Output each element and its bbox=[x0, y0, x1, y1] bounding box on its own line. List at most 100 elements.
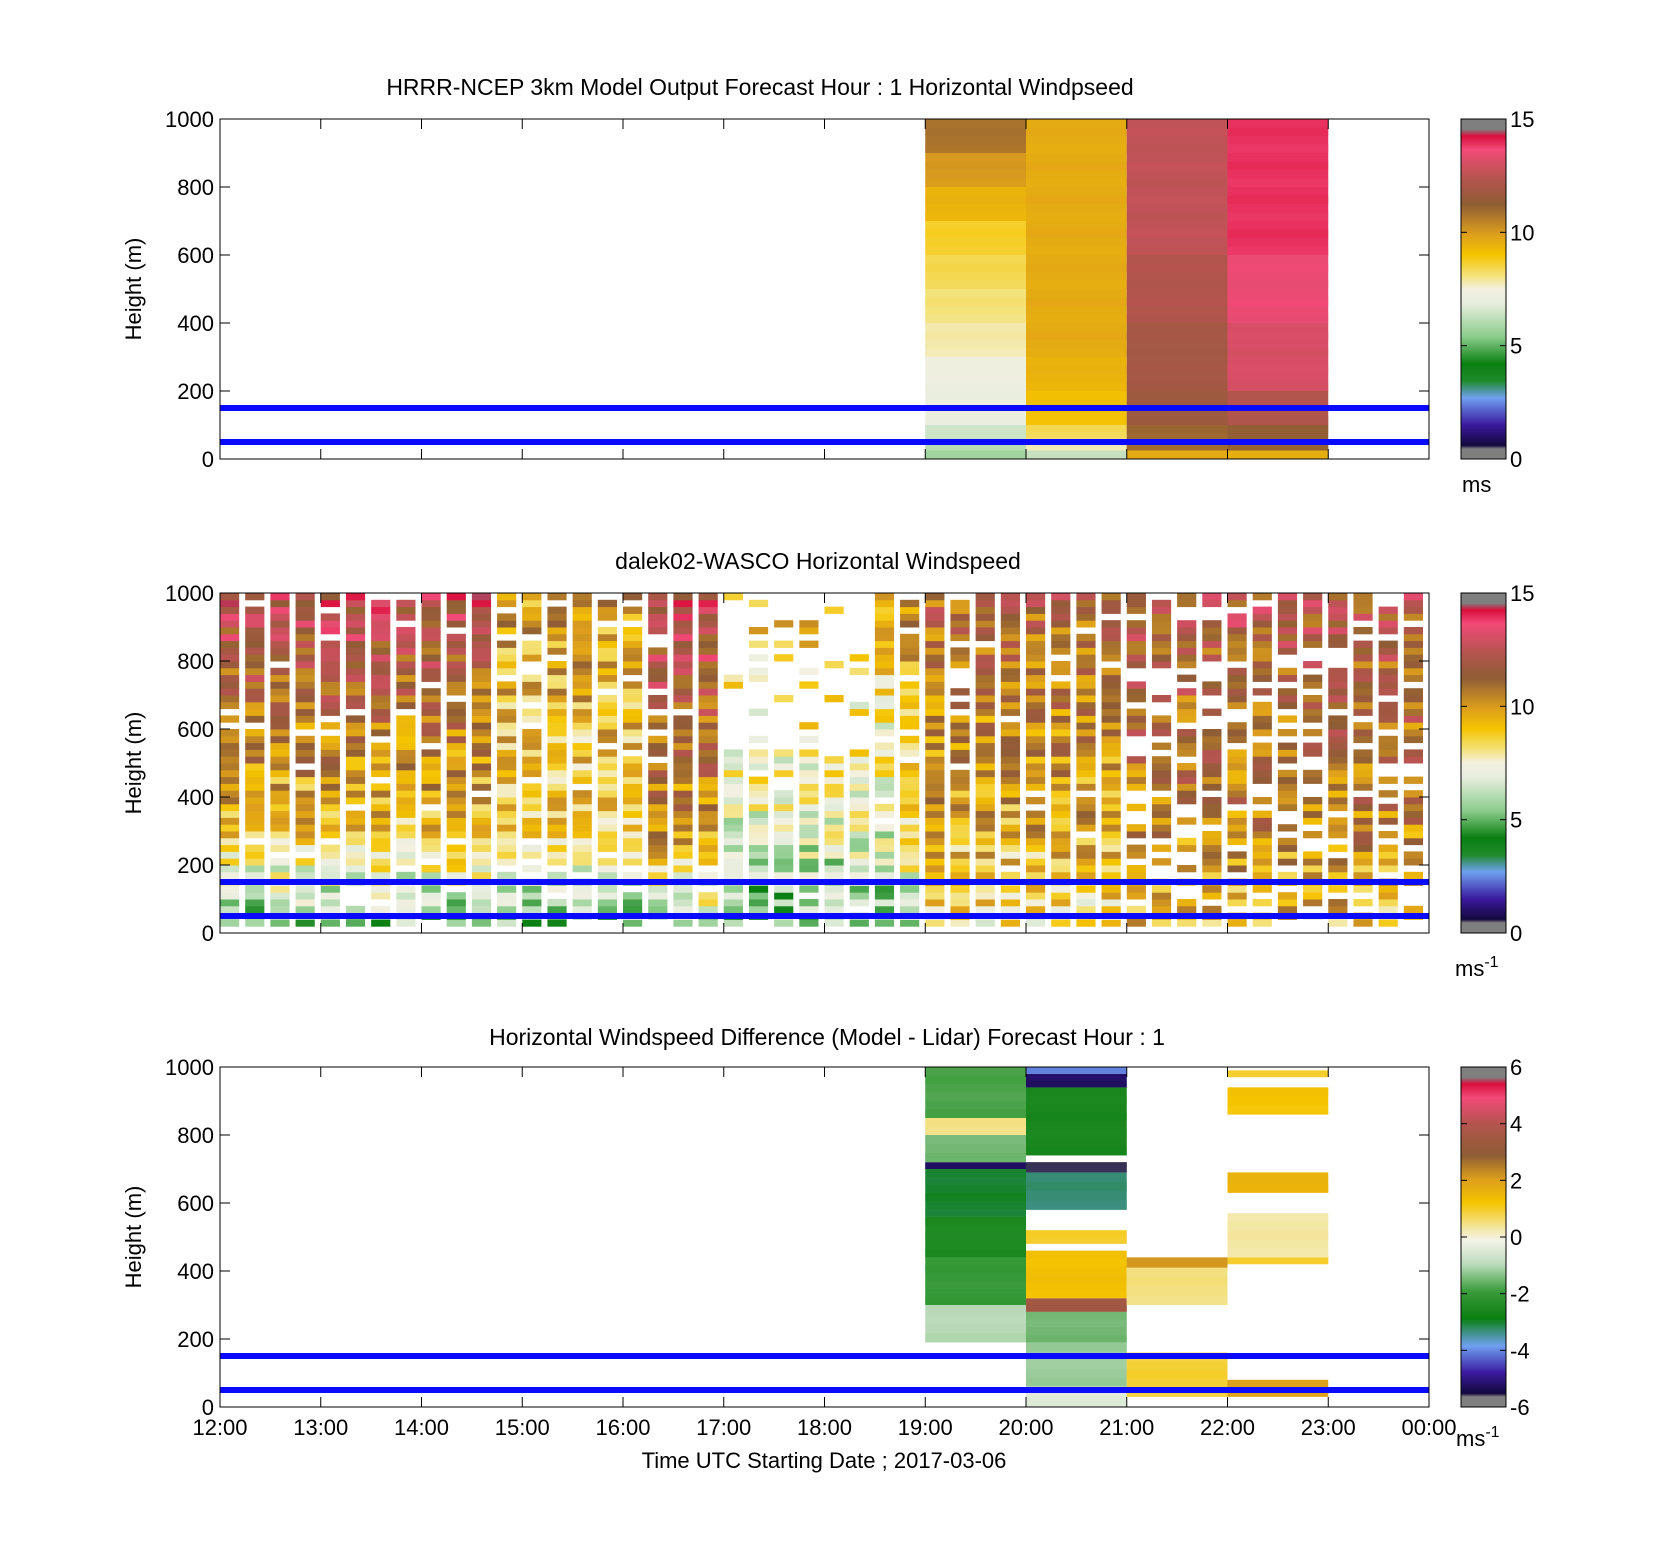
lidar-gate bbox=[295, 613, 315, 621]
lidar-gate bbox=[471, 695, 492, 703]
lidar-gate bbox=[1151, 647, 1172, 655]
lidar-gate bbox=[1378, 892, 1398, 900]
heatmap-stripe bbox=[1026, 365, 1127, 374]
panel-diff-cells bbox=[925, 1067, 1329, 1407]
lidar-gate bbox=[421, 661, 441, 669]
lidar-gate bbox=[220, 640, 240, 648]
lidar-gate bbox=[874, 729, 895, 737]
lidar-gate bbox=[1101, 667, 1121, 676]
lidar-gate bbox=[874, 824, 895, 832]
heatmap-stripe bbox=[925, 178, 1026, 187]
lidar-gate bbox=[1328, 817, 1348, 825]
lidar-gate bbox=[799, 851, 819, 859]
lidar-gate bbox=[849, 885, 869, 893]
lidar-gate bbox=[900, 892, 920, 900]
lidar-gate bbox=[1277, 797, 1298, 805]
lidar-gate bbox=[1000, 817, 1020, 825]
lidar-gate bbox=[396, 905, 416, 914]
x-tick-label: 13:00 bbox=[293, 1415, 348, 1440]
heatmap-stripe bbox=[925, 1176, 1026, 1185]
lidar-gate bbox=[975, 620, 995, 628]
lidar-gate bbox=[371, 667, 391, 676]
lidar-gate bbox=[1076, 899, 1096, 907]
lidar-gate bbox=[925, 640, 945, 648]
lidar-gate bbox=[522, 790, 542, 798]
lidar-gate bbox=[1378, 851, 1398, 859]
lidar-gate bbox=[597, 817, 617, 825]
lidar-gate bbox=[1353, 654, 1373, 662]
lidar-gate bbox=[673, 627, 693, 635]
lidar-gate bbox=[572, 647, 592, 655]
lidar-gate bbox=[648, 715, 668, 723]
lidar-gate bbox=[345, 837, 366, 846]
lidar-gate bbox=[900, 885, 920, 893]
lidar-gate bbox=[774, 640, 794, 648]
lidar-gate bbox=[849, 837, 869, 846]
lidar-gate bbox=[1202, 647, 1222, 655]
lidar-gate bbox=[623, 742, 643, 750]
lidar-gate bbox=[497, 892, 517, 900]
lidar-gate bbox=[446, 749, 466, 757]
lidar-gate bbox=[371, 919, 391, 927]
lidar-gate bbox=[446, 729, 466, 737]
lidar-gate bbox=[900, 790, 920, 798]
y-tick-label: 600 bbox=[177, 1191, 214, 1216]
lidar-gate bbox=[950, 722, 970, 730]
lidar-gate bbox=[320, 756, 340, 764]
lidar-gate bbox=[270, 681, 290, 689]
lidar-gate bbox=[1277, 803, 1298, 812]
lidar-gate bbox=[1051, 905, 1071, 914]
lidar-gate bbox=[446, 892, 466, 900]
lidar-gate bbox=[1076, 735, 1096, 744]
lidar-gate bbox=[270, 776, 290, 784]
lidar-gate bbox=[1000, 606, 1020, 614]
lidar-gate bbox=[572, 858, 592, 866]
lidar-gate bbox=[371, 640, 391, 648]
lidar-gate bbox=[446, 613, 466, 621]
lidar-gate bbox=[1151, 661, 1172, 669]
lidar-gate bbox=[1051, 899, 1071, 907]
lidar-gate bbox=[1000, 783, 1020, 791]
lidar-gate bbox=[597, 844, 617, 852]
lidar-gate bbox=[1252, 756, 1272, 764]
lidar-gate bbox=[446, 905, 466, 914]
lidar-gate bbox=[220, 865, 240, 873]
lidar-gate bbox=[597, 865, 617, 873]
heatmap-stripe bbox=[925, 1265, 1026, 1274]
colorbar-tick-label: 0 bbox=[1510, 447, 1522, 472]
lidar-gate bbox=[698, 742, 718, 750]
lidar-gate bbox=[799, 756, 819, 764]
lidar-gate bbox=[597, 735, 617, 744]
lidar-gate bbox=[623, 715, 643, 723]
lidar-gate bbox=[421, 593, 441, 601]
lidar-gate bbox=[1202, 905, 1222, 914]
lidar-gate bbox=[471, 627, 492, 635]
lidar-gate bbox=[446, 633, 466, 642]
lidar-gate bbox=[220, 701, 240, 710]
lidar-gate bbox=[295, 892, 315, 900]
panel-diff: Horizontal Windspeed Difference (Model -… bbox=[121, 1024, 1530, 1473]
lidar-gate bbox=[723, 837, 743, 846]
lidar-gate bbox=[396, 715, 416, 723]
lidar-gate bbox=[1051, 729, 1071, 737]
lidar-gate bbox=[774, 865, 794, 873]
lidar-gate bbox=[1378, 735, 1398, 744]
lidar-gate bbox=[698, 674, 718, 682]
lidar-gate bbox=[220, 810, 240, 818]
lidar-gate bbox=[849, 756, 869, 764]
lidar-gate bbox=[471, 892, 492, 900]
lidar-gate bbox=[1227, 681, 1247, 689]
lidar-gate bbox=[1353, 729, 1373, 737]
y-tick-label: 800 bbox=[177, 649, 214, 674]
heatmap-stripe bbox=[1227, 144, 1329, 153]
lidar-gate bbox=[748, 627, 769, 635]
lidar-gate bbox=[1403, 688, 1423, 696]
lidar-gate bbox=[547, 620, 567, 628]
lidar-gate bbox=[1353, 776, 1373, 784]
lidar-gate bbox=[1277, 858, 1298, 866]
lidar-gate bbox=[1252, 885, 1272, 893]
lidar-gate bbox=[1227, 729, 1247, 737]
lidar-gate bbox=[597, 701, 617, 710]
lidar-gate bbox=[1252, 688, 1272, 696]
